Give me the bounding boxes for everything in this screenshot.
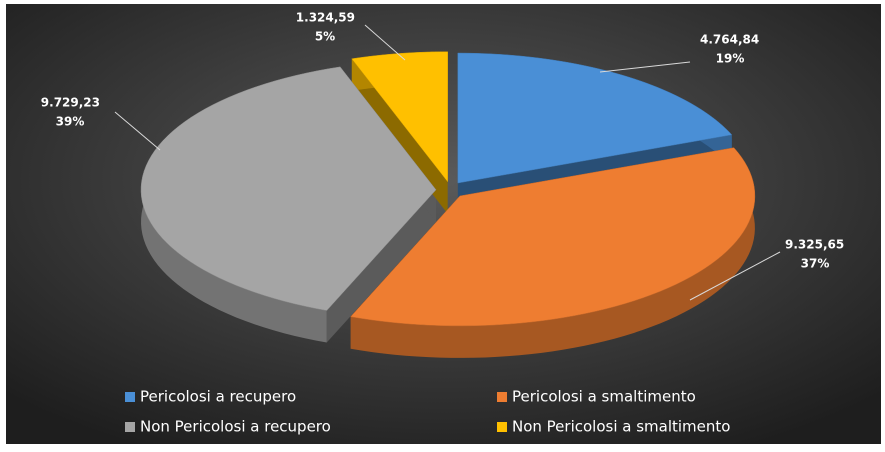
leader-line xyxy=(689,251,781,301)
percent-label: 19% xyxy=(716,52,745,66)
legend-label: Pericolosi a recupero xyxy=(140,388,296,406)
percent-label: 37% xyxy=(801,257,830,271)
percent-label: 5% xyxy=(315,30,335,44)
value-label: 9.729,23 xyxy=(41,96,100,110)
value-label: 4.764,84 xyxy=(700,33,759,47)
legend-label: Non Pericolosi a recupero xyxy=(140,418,331,436)
legend-swatch xyxy=(497,422,507,432)
leader-line xyxy=(364,24,406,61)
slice xyxy=(351,51,448,183)
value-label: 9.325,65 xyxy=(785,238,844,252)
legend-label: Pericolosi a smaltimento xyxy=(512,388,696,406)
legend-swatch xyxy=(125,392,135,402)
slice xyxy=(457,52,733,184)
leader-line xyxy=(114,111,161,151)
slice-side xyxy=(350,147,755,358)
slice-wall xyxy=(326,189,437,343)
legend-label: Non Pericolosi a smaltimento xyxy=(512,418,730,436)
value-label: 1.324,59 xyxy=(296,11,355,25)
percent-label: 39% xyxy=(56,115,85,129)
slice xyxy=(350,147,756,327)
leader-line xyxy=(599,61,691,73)
slice xyxy=(140,66,437,311)
legend-swatch xyxy=(497,392,507,402)
legend-swatch xyxy=(125,422,135,432)
